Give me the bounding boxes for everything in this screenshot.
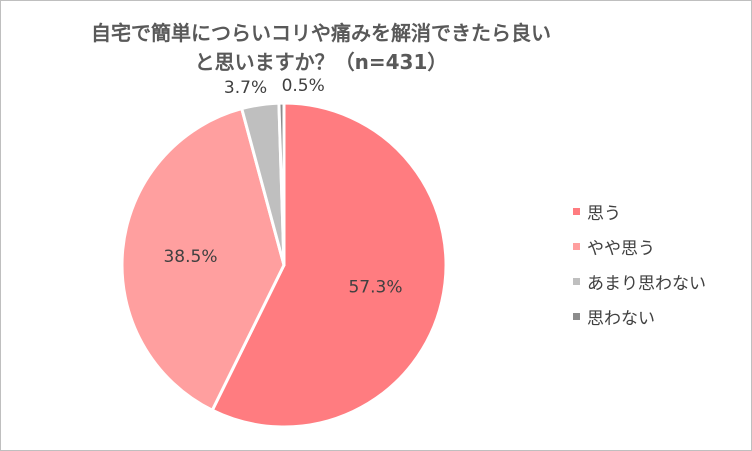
slice-omowanai	[277, 101, 286, 267]
slice-omou	[210, 101, 448, 429]
legend-label: 思わない	[587, 308, 655, 329]
legend-label: 思う	[587, 203, 621, 224]
legend-item-omou: 思う	[573, 199, 706, 224]
slice-label-omou: 57.3%	[348, 277, 402, 297]
legend-swatch	[573, 242, 580, 250]
slice-label-amari-omowanai: 3.7%	[224, 78, 267, 98]
legend-item-yaya-omou: やや思う	[573, 234, 706, 259]
slice-label-yaya-omou: 38.5%	[163, 247, 217, 267]
legend: 思う やや思う あまり思わない 思わない	[573, 199, 706, 339]
chart-title-line-1: 自宅で簡単につらいコリや痛みを解消できたら良い	[91, 21, 551, 45]
legend-label: あまり思わない	[587, 273, 706, 294]
chart-title-line-2: と思いますか？（n=431）	[194, 50, 448, 74]
legend-item-amari-omowanai: あまり思わない	[573, 269, 706, 294]
legend-swatch	[573, 312, 580, 320]
chart-title: 自宅で簡単につらいコリや痛みを解消できたら良い と思いますか？（n=431）	[41, 19, 601, 77]
legend-item-omowanai: 思わない	[573, 304, 706, 329]
slice-yaya-omou	[120, 107, 286, 412]
legend-swatch	[573, 277, 580, 285]
legend-swatch	[573, 207, 580, 215]
legend-label: やや思う	[587, 238, 655, 259]
slice-label-omowanai: 0.5%	[282, 76, 325, 96]
